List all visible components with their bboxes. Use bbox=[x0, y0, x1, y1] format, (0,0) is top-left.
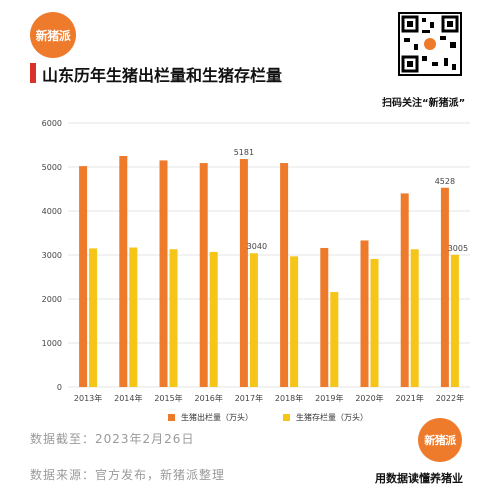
y-tick-label: 1000 bbox=[42, 339, 62, 348]
data-source-note: 数据来源：官方发布，新猪派整理 bbox=[30, 468, 226, 482]
bar-outgoing bbox=[360, 240, 369, 387]
data-date-note: 数据截至：2023年2月26日 bbox=[30, 432, 195, 446]
y-tick-label: 3000 bbox=[42, 251, 62, 260]
brand-logo-footer: 新猪派 bbox=[418, 418, 462, 462]
legend-label-outgoing: 生猪出栏量（万头） bbox=[181, 413, 253, 422]
bar-stock bbox=[290, 256, 299, 387]
bar-outgoing bbox=[79, 166, 88, 387]
bar-outgoing bbox=[119, 156, 128, 387]
legend-label-stock: 生猪存栏量（万头） bbox=[296, 413, 368, 422]
bar-outgoing bbox=[400, 193, 409, 387]
title-accent-bar bbox=[30, 63, 36, 83]
y-tick-label: 0 bbox=[57, 383, 62, 392]
bar-outgoing bbox=[239, 159, 248, 387]
x-tick-label: 2022年 bbox=[436, 393, 464, 403]
x-tick-label: 2017年 bbox=[235, 393, 263, 403]
brand-slogan: 用数据读懂养猪业 bbox=[375, 472, 463, 485]
x-tick-label: 2019年 bbox=[315, 393, 343, 403]
y-tick-label: 2000 bbox=[42, 295, 62, 304]
legend-item-stock: 生猪存栏量（万头） bbox=[283, 412, 368, 423]
bar-stock bbox=[89, 248, 98, 387]
bar-outgoing bbox=[440, 187, 449, 387]
x-tick-label: 2016年 bbox=[195, 393, 223, 403]
x-tick-label: 2014年 bbox=[114, 393, 142, 403]
data-label: 5181 bbox=[234, 148, 254, 157]
y-tick-label: 6000 bbox=[42, 119, 62, 128]
legend-swatch-stock bbox=[283, 414, 290, 421]
chart-legend: 生猪出栏量（万头） 生猪存栏量（万头） bbox=[168, 412, 368, 423]
data-label: 3005 bbox=[448, 244, 468, 253]
legend-item-outgoing: 生猪出栏量（万头） bbox=[168, 412, 253, 423]
y-tick-label: 5000 bbox=[42, 163, 62, 172]
bar-outgoing bbox=[320, 247, 329, 387]
bar-stock bbox=[169, 249, 178, 387]
bar-outgoing bbox=[199, 163, 208, 387]
data-label: 3040 bbox=[247, 242, 267, 251]
x-tick-label: 2021年 bbox=[396, 393, 424, 403]
bar-stock bbox=[209, 251, 218, 387]
x-tick-label: 2013年 bbox=[74, 393, 102, 403]
bar-stock bbox=[410, 249, 419, 387]
bar-stock bbox=[370, 258, 379, 387]
qr-caption: 扫码关注“新猪派” bbox=[382, 98, 466, 109]
data-label: 4528 bbox=[435, 177, 455, 186]
legend-swatch-outgoing bbox=[168, 414, 175, 421]
x-tick-label: 2015年 bbox=[154, 393, 182, 403]
x-tick-label: 2020年 bbox=[355, 393, 383, 403]
brand-logo: 新猪派 bbox=[30, 12, 76, 58]
bar-outgoing bbox=[280, 163, 289, 387]
bar-stock bbox=[129, 247, 138, 387]
x-tick-label: 2018年 bbox=[275, 393, 303, 403]
bar-stock bbox=[450, 254, 459, 387]
chart-title: 山东历年生猪出栏量和生猪存栏量 bbox=[42, 66, 283, 85]
y-tick-label: 4000 bbox=[42, 207, 62, 216]
bar-stock bbox=[249, 253, 258, 387]
qr-code-icon bbox=[398, 12, 462, 76]
bar-outgoing bbox=[159, 160, 168, 387]
bar-stock bbox=[330, 291, 339, 387]
